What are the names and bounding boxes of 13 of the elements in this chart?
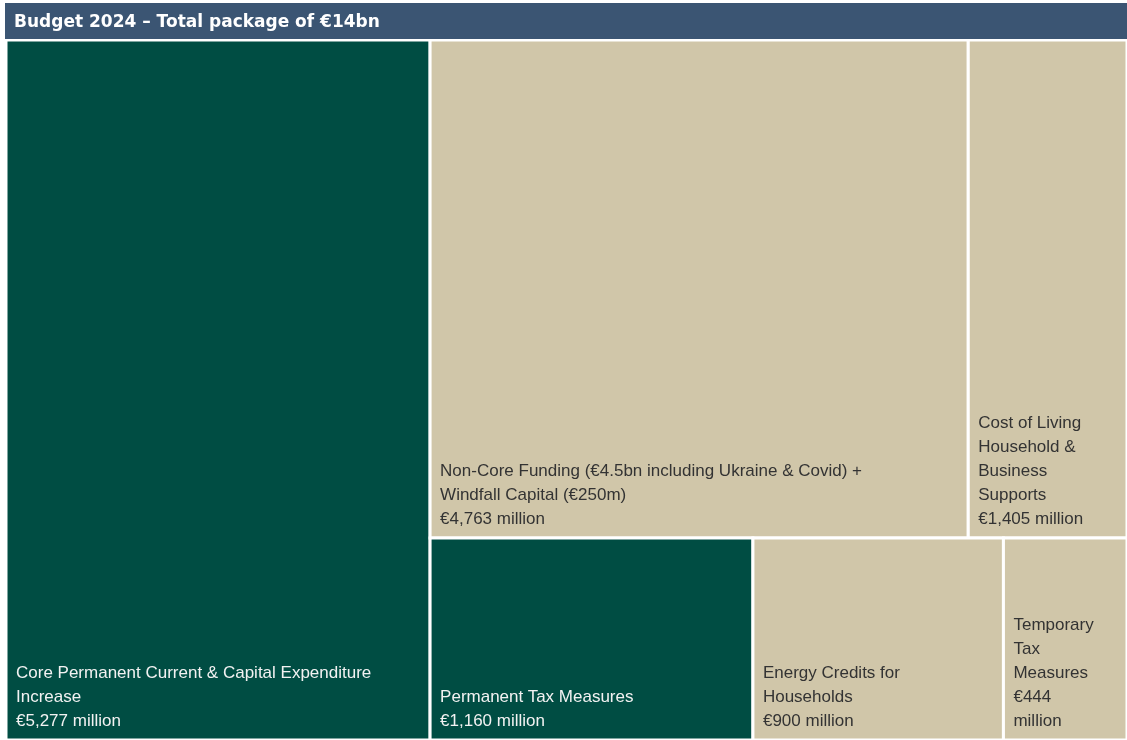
data-label: €900 million [762,711,854,730]
category-label: Temporary Tax Measures [1013,615,1095,682]
category-label: Non-Core Funding (€4.5bn including Ukraine & Covid) + Windfall Capital (€250m) [440,460,863,504]
category-label: Cost of Living Household & Business Supports [978,412,1082,504]
category-label: Core Permanent Current & Capital Expenditure Increase [16,663,372,706]
category-label: Energy Credits for Households [762,663,901,706]
data-label: €444 million [1013,687,1062,730]
data-label: €1,405 million [978,508,1084,528]
category-label: Permanent Tax Measures [440,687,634,706]
data-label: €4,763 million [440,508,545,528]
data-label: €1,160 million [440,711,545,730]
text: Budget 2024 – Total package of €14bn [14,10,380,31]
data-label: €5,277 million [16,711,121,730]
